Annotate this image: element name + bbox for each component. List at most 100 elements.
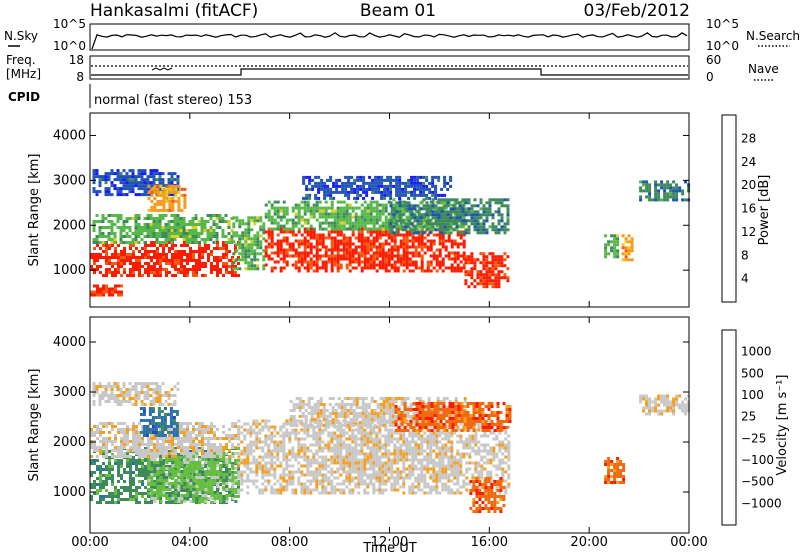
power-cell (110, 181, 114, 185)
power-cell (297, 230, 301, 234)
power-cell (149, 232, 153, 235)
velocity-cell (162, 437, 165, 440)
power-cell (176, 181, 180, 185)
power-cell (180, 253, 183, 256)
power-cell (321, 212, 325, 216)
power-cell (464, 255, 468, 259)
power-cell (410, 213, 414, 217)
velocity-cell (279, 485, 283, 489)
velocity-cell (201, 446, 204, 449)
velocity-cell (243, 461, 247, 465)
power-cell (170, 229, 174, 232)
power-cell (333, 209, 337, 213)
velocity-cell (151, 407, 155, 410)
power-cell (156, 274, 159, 277)
velocity-cell (90, 486, 93, 489)
power-cell (176, 178, 180, 182)
power-cell (191, 232, 195, 235)
power-cell (176, 232, 180, 235)
velocity-cell (156, 440, 159, 443)
power-cell (192, 259, 195, 262)
velocity-cell (148, 428, 152, 431)
power-cell (329, 190, 333, 194)
power-cell (482, 213, 486, 217)
power-cell (93, 290, 96, 294)
power-colorbar-frame (721, 114, 737, 303)
power-cell (131, 169, 135, 173)
power-cell (138, 265, 141, 268)
velocity-cell (204, 425, 207, 428)
power-cell (434, 193, 438, 197)
velocity-cell (114, 455, 117, 458)
power-cell (222, 247, 225, 250)
velocity-cell (117, 446, 120, 449)
power-cell (470, 204, 474, 208)
velocity-cell (258, 491, 262, 495)
power-cell (342, 248, 346, 252)
power-cell (232, 261, 236, 265)
power-cell (428, 222, 432, 226)
power-cell (371, 184, 375, 188)
velocity-cell (174, 437, 177, 440)
power-cell (216, 274, 219, 277)
power-cell (438, 251, 442, 255)
velocity-cell (171, 446, 174, 449)
velocity-cell (117, 431, 120, 434)
power-cell (345, 251, 349, 255)
power-cell (384, 227, 388, 231)
velocity-cell (255, 473, 259, 477)
velocity-cell (126, 489, 129, 492)
power-colorbar-tick: 8 (741, 248, 749, 262)
power-cell (446, 210, 450, 214)
power-cell (413, 178, 417, 182)
power-cell (327, 215, 331, 219)
power-cell (387, 248, 391, 252)
power-cell (494, 255, 498, 259)
power-cell (431, 228, 435, 232)
velocity-cell (264, 434, 268, 438)
power-cell (426, 260, 430, 264)
power-cell (654, 198, 658, 202)
power-cell (324, 218, 328, 222)
power-cell (434, 222, 438, 226)
power-cell (336, 257, 340, 261)
power-cell (363, 254, 367, 258)
velocity-cell (192, 479, 196, 482)
velocity-cell (156, 467, 160, 470)
velocity-cell (195, 449, 198, 452)
power-cell (318, 227, 322, 231)
power-cell (132, 274, 135, 277)
power-cell (401, 193, 405, 197)
power-cell (363, 248, 367, 252)
velocity-cell (162, 467, 166, 470)
velocity-cell (135, 428, 138, 431)
power-cell (369, 245, 373, 249)
power-cell (607, 252, 611, 256)
power-cell (610, 240, 614, 244)
power-cell (497, 219, 501, 223)
power-cell (171, 205, 175, 209)
power-cell (113, 232, 117, 235)
velocity-cell (186, 452, 189, 455)
velocity-cell (219, 479, 223, 482)
power-cell (162, 208, 166, 212)
power-cell (425, 228, 429, 232)
power-region (389, 198, 510, 235)
power-cell (359, 178, 363, 182)
power-cell (120, 256, 123, 259)
power-cell (362, 187, 366, 191)
power-cell (497, 228, 501, 232)
velocity-cell (117, 452, 120, 455)
power-cell (488, 252, 492, 256)
power-cell (491, 285, 495, 289)
power-cell (150, 187, 154, 191)
power-cell (660, 198, 664, 202)
velocity-cell (270, 488, 274, 492)
velocity-cell (141, 459, 144, 462)
power-cell (452, 207, 456, 211)
power-cell (162, 205, 166, 209)
velocity-cell (285, 467, 289, 471)
power-cell (324, 236, 328, 240)
power-cell (377, 190, 381, 194)
power-cell (461, 225, 465, 229)
